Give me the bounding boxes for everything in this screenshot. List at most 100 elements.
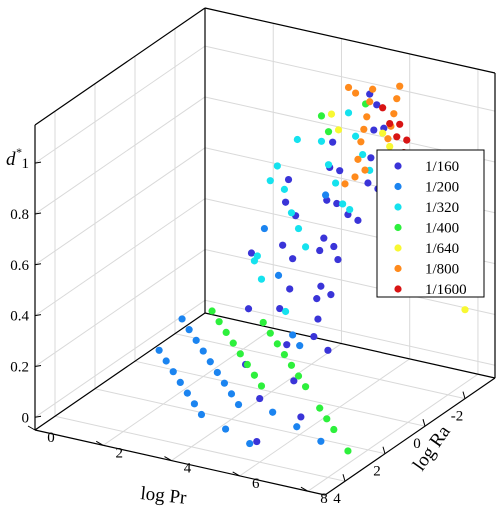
data-point xyxy=(234,400,243,409)
data-point xyxy=(169,368,177,376)
data-point xyxy=(280,350,289,359)
series-1-400 xyxy=(208,100,370,455)
data-point xyxy=(293,423,301,431)
x-gridline-floor xyxy=(134,360,426,427)
y-gridline-floor xyxy=(307,373,479,492)
data-point xyxy=(327,110,336,118)
axes-box xyxy=(27,7,496,496)
y-tick-label: 4 xyxy=(184,461,192,477)
x-tick xyxy=(422,419,426,427)
data-point xyxy=(341,180,349,188)
z-gridline-left-wall xyxy=(34,96,206,215)
x-tick xyxy=(342,474,346,482)
data-point xyxy=(293,135,301,144)
data-point xyxy=(289,331,297,339)
box-edge xyxy=(34,7,206,126)
data-point xyxy=(301,383,310,391)
data-point xyxy=(314,315,322,323)
data-point xyxy=(363,113,371,121)
legend-marker xyxy=(394,203,402,211)
legend-label: 1/640 xyxy=(425,241,459,257)
y-gridline-floor xyxy=(171,343,342,462)
data-point xyxy=(296,342,304,350)
legend-label: 1/400 xyxy=(425,221,459,237)
data-point xyxy=(162,357,170,365)
series-1-320 xyxy=(250,109,374,316)
data-point xyxy=(317,282,325,290)
data-point xyxy=(396,82,404,90)
data-point xyxy=(281,307,290,316)
legend-label: 1/800 xyxy=(425,262,459,278)
z-tick-label: 0.6 xyxy=(10,258,29,274)
z-tick xyxy=(34,314,42,317)
data-point xyxy=(222,328,230,337)
data-point xyxy=(301,243,310,251)
z-gridline-left-wall xyxy=(34,147,206,266)
z-tick-label: 1 xyxy=(22,156,30,172)
data-point xyxy=(360,125,368,133)
box-edge xyxy=(34,429,326,496)
data-point xyxy=(250,371,259,379)
data-point xyxy=(367,154,375,162)
data-point xyxy=(336,167,344,175)
data-point xyxy=(199,347,207,355)
data-point xyxy=(192,336,200,344)
box-edge xyxy=(34,312,206,431)
data-point xyxy=(344,83,353,92)
x-tick-label: -2 xyxy=(451,409,464,425)
data-point xyxy=(370,126,378,134)
data-point xyxy=(323,415,331,423)
data-point xyxy=(286,285,294,293)
data-point xyxy=(155,346,163,354)
data-point xyxy=(327,291,335,299)
data-point xyxy=(257,382,266,390)
z-axis-title: d* xyxy=(6,145,22,170)
data-point xyxy=(316,404,324,412)
data-point xyxy=(227,390,236,398)
data-point xyxy=(273,162,281,170)
y-tick xyxy=(232,471,240,477)
z-gridline-left-wall xyxy=(34,299,206,418)
x-gridline-floor xyxy=(54,415,346,482)
legend-marker xyxy=(394,182,402,191)
x-tick xyxy=(462,391,466,399)
data-point xyxy=(289,255,297,263)
data-point xyxy=(257,275,266,283)
data-point xyxy=(246,439,254,448)
z-gridline-right-wall xyxy=(204,299,496,366)
data-point xyxy=(266,329,274,337)
data-point xyxy=(215,318,223,326)
data-point xyxy=(379,129,387,137)
data-point xyxy=(317,437,325,445)
z-tick xyxy=(34,364,42,367)
data-point xyxy=(244,305,253,313)
data-point xyxy=(351,132,360,140)
data-points xyxy=(155,82,472,455)
x-gridline-floor xyxy=(94,388,386,455)
data-point xyxy=(364,179,372,187)
data-point xyxy=(280,185,289,193)
data-point xyxy=(369,85,377,93)
data-point xyxy=(384,135,392,143)
data-point xyxy=(346,205,354,214)
data-point xyxy=(317,112,326,120)
z-tick xyxy=(34,161,42,164)
data-point xyxy=(316,246,324,255)
data-point xyxy=(221,425,230,433)
z-tick-label: 0.8 xyxy=(10,207,29,223)
z-gridline-left-wall xyxy=(34,249,206,367)
data-point xyxy=(276,304,284,313)
data-point xyxy=(354,155,362,163)
data-point xyxy=(334,255,342,264)
data-point xyxy=(393,133,401,141)
data-point xyxy=(266,177,274,185)
data-point xyxy=(324,346,332,354)
z-tick xyxy=(34,415,42,418)
data-point xyxy=(354,216,362,224)
data-point xyxy=(259,318,267,327)
data-point xyxy=(279,241,287,249)
data-point xyxy=(334,126,343,134)
data-point xyxy=(247,249,256,257)
data-point xyxy=(197,410,206,419)
